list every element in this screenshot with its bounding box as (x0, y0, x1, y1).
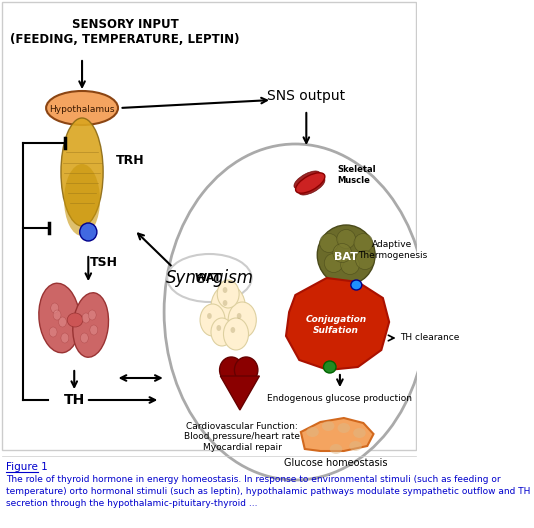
Circle shape (237, 313, 241, 319)
Circle shape (82, 313, 90, 323)
Circle shape (49, 327, 57, 337)
Ellipse shape (294, 171, 320, 189)
Ellipse shape (353, 428, 366, 438)
Ellipse shape (324, 253, 343, 272)
Text: Cardiovascular Function:
Blood pressure/heart rate
Myocardial repair: Cardiovascular Function: Blood pressure/… (184, 422, 300, 452)
Polygon shape (301, 418, 373, 451)
Ellipse shape (333, 243, 351, 262)
Text: (FEEDING, TEMPERATURE, LEPTIN): (FEEDING, TEMPERATURE, LEPTIN) (10, 33, 240, 46)
Ellipse shape (319, 233, 339, 252)
Text: BAT: BAT (334, 252, 358, 262)
Text: WAT: WAT (195, 273, 222, 283)
Circle shape (211, 318, 233, 346)
Ellipse shape (64, 164, 100, 236)
Circle shape (217, 280, 239, 308)
Text: Skeletal
Muscle: Skeletal Muscle (337, 165, 376, 185)
Circle shape (81, 333, 88, 343)
Polygon shape (286, 278, 389, 370)
Ellipse shape (317, 225, 375, 285)
Polygon shape (221, 376, 260, 410)
Circle shape (223, 300, 227, 306)
Text: Synergism: Synergism (166, 269, 254, 287)
Circle shape (200, 304, 225, 336)
Ellipse shape (356, 250, 374, 269)
Ellipse shape (337, 230, 356, 249)
Ellipse shape (167, 254, 252, 302)
Circle shape (231, 327, 235, 333)
Text: Hypothalamus: Hypothalamus (49, 105, 115, 114)
Circle shape (164, 144, 427, 480)
FancyBboxPatch shape (2, 2, 415, 450)
Ellipse shape (322, 421, 334, 431)
Circle shape (211, 285, 245, 329)
Ellipse shape (324, 361, 336, 373)
Text: TH: TH (64, 393, 85, 407)
Ellipse shape (234, 357, 258, 383)
Ellipse shape (351, 280, 362, 290)
Circle shape (90, 325, 98, 335)
Ellipse shape (307, 427, 319, 437)
Ellipse shape (354, 233, 373, 252)
Text: TSH: TSH (90, 256, 118, 269)
Circle shape (223, 287, 227, 293)
Ellipse shape (341, 256, 359, 275)
Text: Endogenous glucose production: Endogenous glucose production (268, 394, 412, 403)
Ellipse shape (80, 223, 97, 241)
Text: The role of thyroid hormone in energy homeostasis. In response to environmental : The role of thyroid hormone in energy ho… (6, 475, 531, 507)
Text: Conjugation
Sulfation: Conjugation Sulfation (305, 315, 366, 335)
Circle shape (61, 333, 69, 343)
Circle shape (51, 303, 59, 313)
Circle shape (59, 317, 66, 327)
Ellipse shape (39, 283, 80, 353)
Ellipse shape (330, 444, 342, 454)
Circle shape (216, 325, 221, 331)
Circle shape (207, 313, 212, 319)
Ellipse shape (296, 174, 323, 192)
Text: Adaptive
Thermogenesis: Adaptive Thermogenesis (358, 240, 427, 260)
Ellipse shape (73, 293, 108, 357)
Circle shape (224, 318, 248, 350)
Ellipse shape (299, 177, 325, 195)
Ellipse shape (337, 423, 350, 433)
Ellipse shape (61, 118, 103, 226)
Ellipse shape (46, 91, 118, 125)
Ellipse shape (295, 173, 325, 193)
Text: TH clearance: TH clearance (400, 334, 459, 343)
Ellipse shape (219, 357, 243, 383)
Circle shape (88, 310, 96, 320)
Text: Figure 1: Figure 1 (6, 462, 48, 472)
Text: TRH: TRH (116, 154, 144, 166)
Circle shape (53, 310, 61, 320)
Text: Glucose homeostasis: Glucose homeostasis (284, 458, 388, 468)
Ellipse shape (67, 313, 83, 327)
Ellipse shape (349, 441, 362, 451)
Text: SENSORY INPUT: SENSORY INPUT (72, 18, 178, 31)
Circle shape (228, 302, 256, 338)
Text: SNS output: SNS output (267, 89, 345, 103)
